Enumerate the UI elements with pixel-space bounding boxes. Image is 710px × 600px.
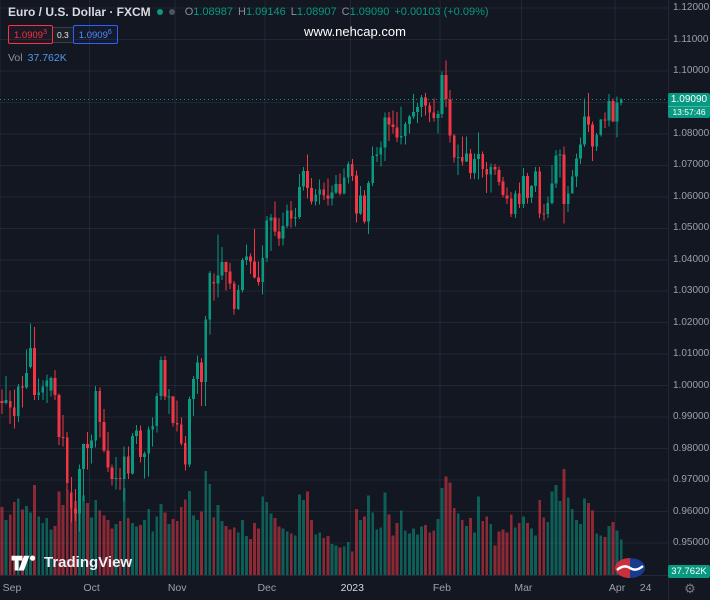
market-status-icon (156, 9, 163, 15)
high-value: 1.09146 (245, 6, 286, 18)
price-tick-label: 1.00000 (673, 379, 710, 391)
price-tick-label: 1.06000 (673, 190, 710, 202)
price-tick-label: 1.08000 (673, 127, 710, 139)
time-tick-label: Feb (432, 582, 451, 594)
volume-bars (0, 469, 623, 575)
price-tick-label: 1.05000 (673, 222, 710, 234)
symbol-title[interactable]: Euro / U.S. Dollar · FXCM (8, 5, 151, 19)
watermark-text: www.nehcap.com (304, 24, 406, 39)
time-tick-label: 2023 (340, 582, 364, 594)
current-price-value: 1.09090 (670, 93, 708, 105)
price-tick-label: 0.95000 (673, 537, 710, 548)
price-tick-label: 1.10000 (673, 64, 710, 76)
volume-label: Vol (8, 52, 23, 65)
candles (0, 60, 623, 532)
low-value: 1.08907 (296, 6, 337, 18)
open-label: O (184, 6, 194, 18)
close-value: 1.09090 (349, 6, 390, 18)
tradingview-attribution[interactable]: TradingView (10, 553, 132, 571)
chart-canvas (0, 0, 668, 575)
volume-value: 37.762K (27, 52, 67, 65)
high-label: H (238, 6, 246, 18)
current-price-badge: 1.09090 13:57:46 (668, 92, 710, 118)
price-tick-label: 1.04000 (673, 253, 710, 265)
bar-countdown: 13:57:46 (668, 105, 710, 118)
time-tick-label: 24 (639, 582, 652, 594)
spread-value: 0.3 (52, 26, 73, 43)
price-tick-label: 1.07000 (673, 159, 710, 171)
price-tick-label: 0.98000 (673, 442, 710, 454)
open-value: 1.08987 (193, 6, 234, 18)
volume-axis-badge: 37.762K (668, 565, 710, 578)
price-tick-label: 0.96000 (673, 505, 710, 517)
tradingview-logo-text: TradingView (44, 553, 133, 571)
time-tick-label: Mar (514, 582, 533, 594)
buy-ask-button[interactable]: 1.09096 (72, 25, 118, 45)
price-tick-label: 1.12000 (673, 2, 710, 13)
price-tick-label: 1.03000 (673, 285, 710, 297)
time-axis[interactable]: Sep Oct Nov Dec 2023 Feb Mar Apr 24 (0, 575, 668, 600)
price-tick-label: 0.99000 (673, 411, 710, 423)
axis-corner: ⚙ (668, 575, 710, 600)
legend-more-icon[interactable] (168, 9, 175, 15)
time-tick-label: Dec (257, 582, 277, 594)
legend: Euro / U.S. Dollar · FXCM O1.08987 H1.09… (8, 5, 489, 64)
tradingview-logo-icon (11, 555, 36, 571)
site-logo-icon (614, 557, 646, 584)
ohlc-values: O1.08987 H1.09146 L1.08907 C1.09090 +0.0… (185, 6, 489, 18)
sell-bid-button[interactable]: 1.09093 (8, 25, 53, 45)
price-tick-label: 1.01000 (673, 348, 710, 360)
change-value: +0.00103 (+0.09%) (394, 6, 489, 18)
price-tick-label: 1.02000 (673, 316, 710, 328)
chart-pane[interactable] (0, 0, 668, 575)
price-tick-label: 1.11000 (673, 33, 709, 45)
price-axis[interactable]: 1.120001.110001.100001.090001.080001.070… (668, 0, 710, 575)
time-tick-label: Nov (167, 582, 187, 594)
price-tick-label: 0.97000 (673, 474, 710, 486)
volume-indicator-row: Vol 37.762K (8, 52, 489, 64)
bid-ask-widget: 1.09093 0.3 1.09096 (8, 25, 489, 45)
time-tick-label: Sep (2, 582, 22, 594)
low-label: L (290, 6, 297, 18)
settings-icon[interactable]: ⚙ (684, 580, 696, 596)
close-label: C (341, 6, 350, 18)
time-tick-label: Oct (83, 582, 100, 594)
symbol-row: Euro / U.S. Dollar · FXCM O1.08987 H1.09… (8, 5, 489, 19)
time-tick-label: Apr (608, 582, 626, 594)
